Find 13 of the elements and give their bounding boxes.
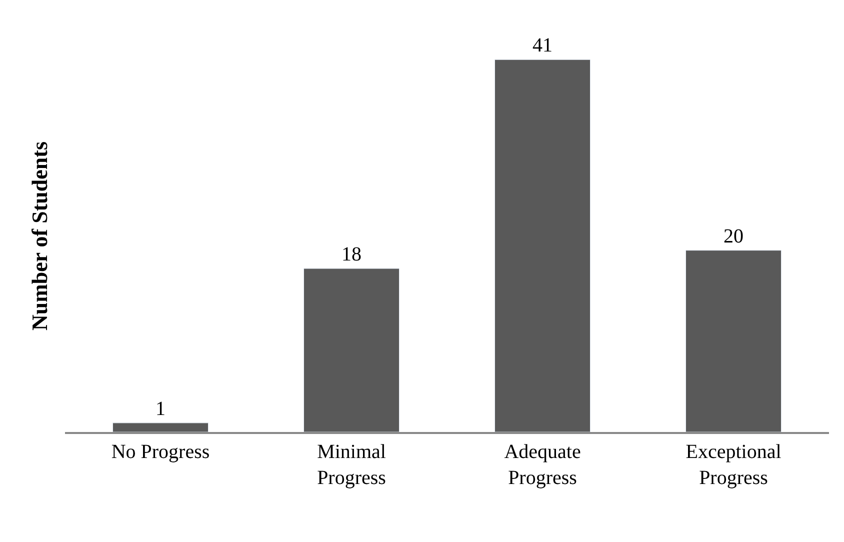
data-label: 20 [724,225,744,248]
bar [686,250,782,432]
x-tick-label: Adequate Progress [504,440,581,489]
y-axis-title: Number of Students [26,141,52,331]
data-label: 1 [156,398,166,420]
data-label: 18 [342,244,362,266]
bar [112,422,208,432]
x-tick-label: No Progress [111,440,210,463]
x-tick-label: Minimal Progress [317,440,386,489]
data-label: 41 [532,34,552,57]
bar [304,268,400,432]
bar [494,59,590,432]
x-tick-label: Exceptional Progress [686,440,782,489]
